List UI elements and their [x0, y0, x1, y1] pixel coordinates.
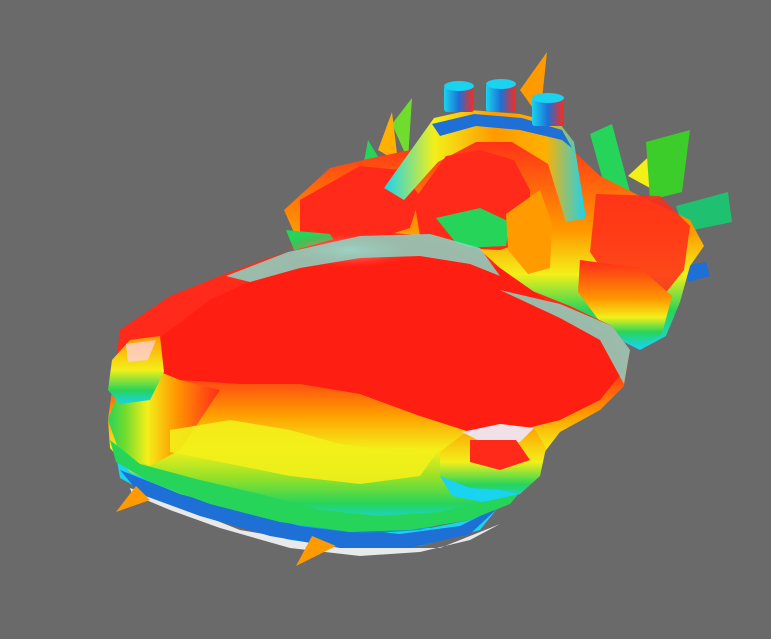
front-right-pod: [440, 424, 546, 502]
roof-arch: [384, 110, 586, 274]
front-left-pod: [108, 336, 164, 404]
front-fins: [116, 486, 336, 566]
exhaust-cans: [444, 79, 564, 126]
